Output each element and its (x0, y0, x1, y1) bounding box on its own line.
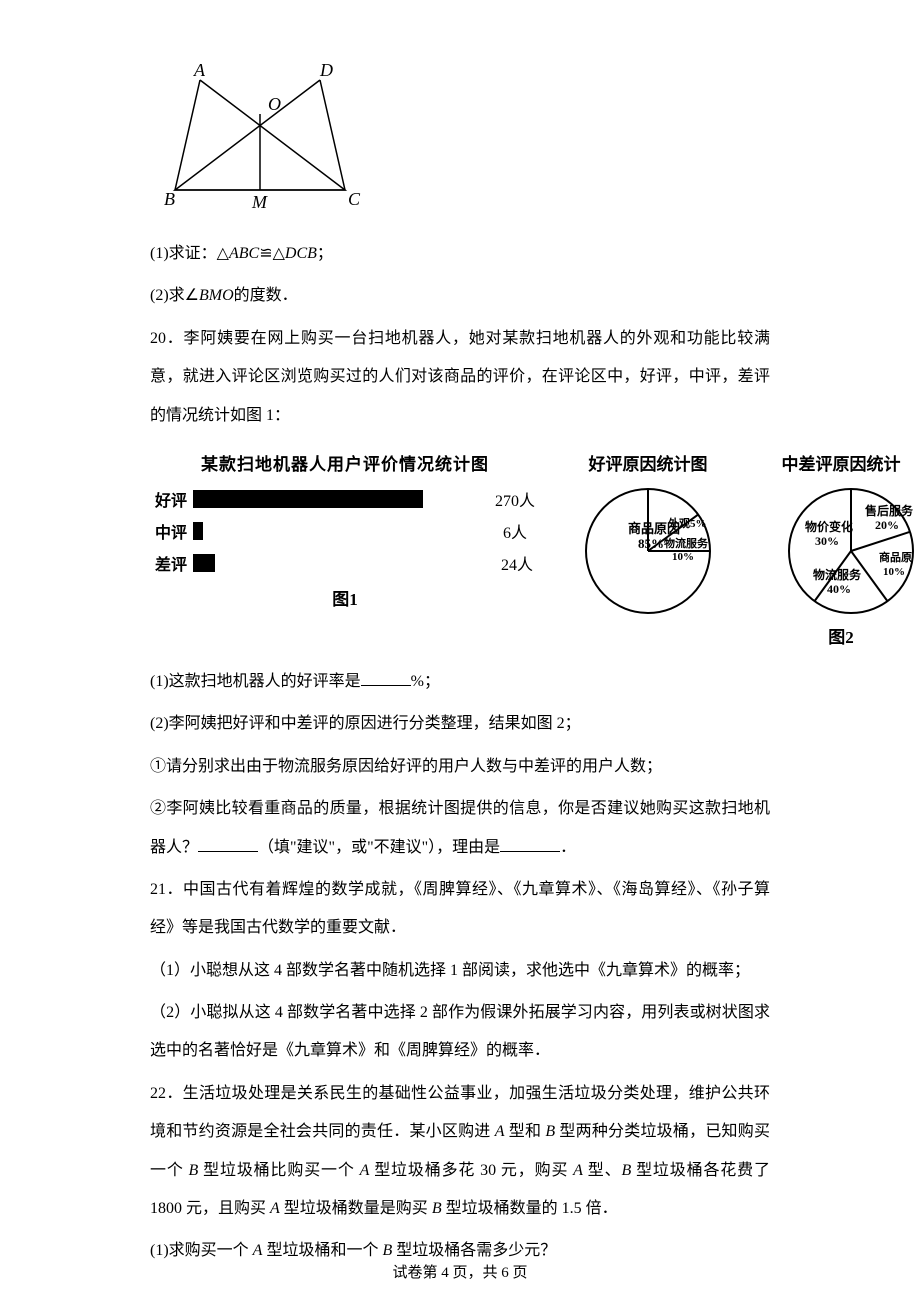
q20-2-2c: ． (560, 839, 576, 856)
pie1-s3-label: 物流服务 (664, 536, 709, 550)
q22-ib: 型和 (505, 1123, 546, 1140)
bar-2 (193, 554, 215, 572)
pie-chart-2: 中差评原因统计 物价变化 30% 售后服务 20% 商品原 10% 物流服务 4… (751, 450, 920, 648)
q22-B1: B (545, 1123, 555, 1140)
q20-2-1: ①请分别求出由于物流服务原因给好评的用户人数与中差评的用户人数； (150, 748, 770, 786)
blank-rate (361, 670, 411, 686)
bar-chart-caption: 图1 (145, 585, 545, 610)
q22-B3: B (621, 1162, 631, 1179)
q22-ie: 型垃圾桶多花 30 元，购买 (369, 1162, 573, 1179)
bar-row-1: 中评 6人 (145, 515, 545, 547)
q22-ih: 型垃圾桶数量是购买 (280, 1200, 432, 1217)
q19-1-end: ； (317, 245, 333, 262)
bar-chart: 某款扫地机器人用户评价情况统计图 好评 270人 中评 6人 差评 24人 图1 (145, 450, 545, 610)
pie2-svg: 物价变化 30% 售后服务 20% 商品原 10% 物流服务 40% (751, 479, 920, 619)
bar-value-0: 270人 (487, 487, 545, 511)
pie1-s3-sub: 10% (672, 551, 694, 563)
blank-suggest (198, 836, 258, 852)
pie-chart-1: 好评原因统计图 商品原因 85% 外观5% 物流服务 10% (563, 450, 733, 619)
label-C: C (348, 189, 361, 209)
bar-label-2: 差评 (145, 551, 193, 575)
q19-2-end: 的度数． (234, 287, 298, 304)
page-footer: 试卷第 4 页，共 6 页 (150, 1261, 770, 1282)
q22-A3: A (573, 1162, 583, 1179)
blank-reason (500, 836, 560, 852)
q20-1: (1)这款扫地机器人的好评率是 %； (150, 663, 770, 701)
q22-1-A: A (253, 1242, 263, 1259)
q19-2-math: ∠BMO (185, 287, 234, 304)
pie2-s2-label: 售后服务 (865, 503, 914, 518)
q20-2-2: ②李阿姨比较看重商品的质量，根据统计图提供的信息，你是否建议她购买这款扫地机器人… (150, 790, 770, 867)
pie2-s3-label: 商品原 (879, 550, 912, 564)
q22-id: 型垃圾桶比购买一个 (198, 1162, 359, 1179)
charts-row: 某款扫地机器人用户评价情况统计图 好评 270人 中评 6人 差评 24人 图1… (145, 450, 920, 648)
pie2-s4-sub: 40% (827, 582, 851, 596)
q19-part1: (1)求证：△ABC≌△DCB； (150, 235, 770, 273)
q22-intro: 22．生活垃圾处理是关系民生的基础性公益事业，加强生活垃圾分类处理，维护公共环境… (150, 1075, 770, 1229)
bar-row-2: 差评 24人 (145, 547, 545, 579)
q22-1-B: B (382, 1242, 392, 1259)
q22-1a: (1)求购买一个 (150, 1242, 253, 1259)
pie2-s1-sub: 30% (815, 534, 839, 548)
q22-B2: B (189, 1162, 199, 1179)
q21-2: （2）小聪拟从这 4 部数学名著中选择 2 部作为假课外拓展学习内容，用列表或树… (150, 994, 770, 1071)
triangle-svg: A D O B M C (160, 60, 370, 210)
q19-2-text: (2)求 (150, 287, 185, 304)
q22-ii: 型垃圾桶数量的 1.5 倍． (442, 1200, 618, 1217)
q20-1b: %； (411, 673, 440, 690)
q20-2-2b: （填"建议"，或"不建议"），理由是 (258, 839, 500, 856)
q21-intro: 21．中国古代有着辉煌的数学成就，《周脾算经》、《九章算术》、《海岛算经》、《孙… (150, 871, 770, 948)
q19-part2: (2)求∠BMO的度数． (150, 277, 770, 315)
bar-chart-title: 某款扫地机器人用户评价情况统计图 (145, 450, 545, 475)
bar-row-0: 好评 270人 (145, 483, 545, 515)
pie1-s1-sub: 85% (638, 536, 664, 551)
label-B: B (164, 189, 175, 209)
q22-A2: A (360, 1162, 370, 1179)
label-D: D (319, 60, 333, 80)
q22-1b: 型垃圾桶和一个 (262, 1242, 382, 1259)
pie2-title: 中差评原因统计 (751, 450, 920, 475)
bar-rows: 好评 270人 中评 6人 差评 24人 (145, 483, 545, 579)
pie2-s4-label: 物流服务 (813, 567, 862, 582)
pie1-svg: 商品原因 85% 外观5% 物流服务 10% (568, 479, 728, 619)
bar-value-1: 6人 (495, 519, 545, 543)
triangle-diagram: A D O B M C (160, 60, 770, 215)
bar-value-2: 24人 (493, 551, 545, 575)
pie1-s2-label: 外观5% (667, 516, 707, 530)
bar-0 (193, 490, 423, 508)
q20-2: (2)李阿姨把好评和中差评的原因进行分类整理，结果如图 2； (150, 705, 770, 743)
pie2-s3-sub: 10% (883, 566, 905, 578)
bar-label-0: 好评 (145, 487, 193, 511)
pie2-caption: 图2 (751, 623, 920, 648)
pie2-s2-sub: 20% (875, 518, 899, 532)
bar-label-1: 中评 (145, 519, 193, 543)
q22-A1: A (495, 1123, 505, 1140)
label-M: M (251, 192, 268, 210)
label-O: O (268, 94, 281, 114)
q19-1-math: △ABC≌△DCB (217, 245, 317, 262)
pie2-s1-label: 物价变化 (805, 519, 853, 534)
q22-B4: B (432, 1200, 442, 1217)
pie1-title: 好评原因统计图 (563, 450, 733, 475)
q22-1c: 型垃圾桶各需多少元？ (392, 1242, 556, 1259)
q21-1: （1）小聪想从这 4 部数学名著中随机选择 1 部阅读，求他选中《九章算术》的概… (150, 952, 770, 990)
q20-intro: 20．李阿姨要在网上购买一台扫地机器人，她对某款扫地机器人的外观和功能比较满意，… (150, 320, 770, 435)
q20-1a: (1)这款扫地机器人的好评率是 (150, 673, 361, 690)
q19-1-text: (1)求证： (150, 245, 217, 262)
q22-if: 型、 (583, 1162, 622, 1179)
q22-A4: A (270, 1200, 280, 1217)
bar-1 (193, 522, 203, 540)
label-A: A (193, 60, 206, 80)
